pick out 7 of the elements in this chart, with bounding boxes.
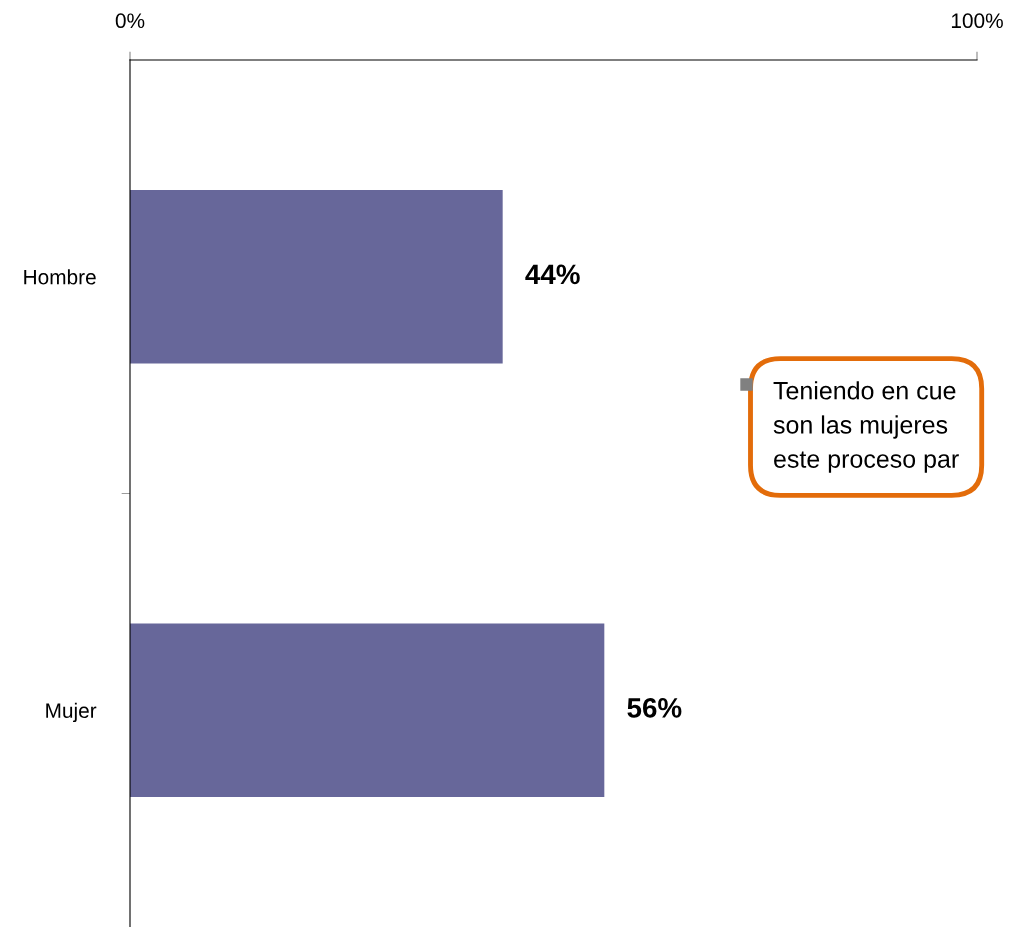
data-label: 56%: [627, 698, 682, 718]
x-tick-label: 100%: [951, 13, 1003, 29]
y-tick-label: Mujer: [46, 702, 97, 723]
annotation: Teniendo en cue son las mujeres este proceso par: [773, 381, 959, 473]
data-label: 44%: [525, 264, 580, 285]
y-tick-label: Hombre: [24, 269, 96, 285]
x-tick-label: 0%: [115, 13, 145, 29]
